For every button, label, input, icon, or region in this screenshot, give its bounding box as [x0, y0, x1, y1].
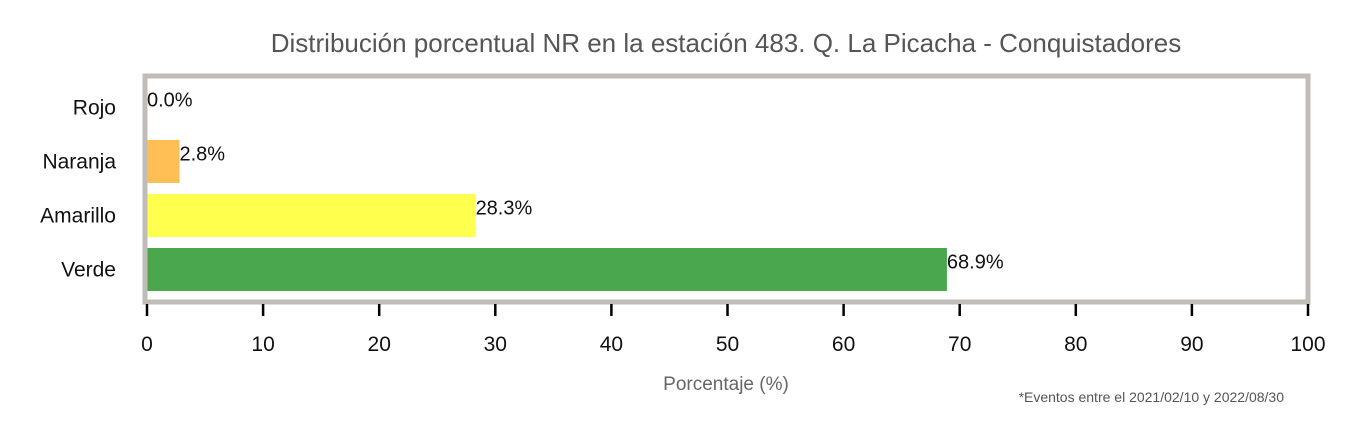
x-tick-label: 100 — [1290, 333, 1325, 356]
category-labels: Rojo Naranja Amarillo Verde — [40, 97, 116, 282]
x-tick-label: 90 — [1180, 333, 1203, 356]
x-tick-label: 60 — [832, 333, 855, 356]
category-label-naranja: Naranja — [42, 151, 116, 174]
bar-amarillo — [147, 194, 476, 237]
x-axis-ticks: 0 10 20 30 40 50 60 70 80 90 100 — [141, 304, 1326, 356]
x-tick-label: 80 — [1064, 333, 1087, 356]
x-tick-label: 70 — [948, 333, 971, 356]
x-tick-label: 10 — [251, 333, 274, 356]
x-tick-label: 20 — [368, 333, 391, 356]
category-label-amarillo: Amarillo — [40, 205, 116, 228]
chart-title: Distribución porcentual NR en la estació… — [271, 28, 1182, 58]
data-labels: 0.0% 2.8% 28.3% 68.9% — [147, 90, 1004, 274]
date-range-note: *Eventos entre el 2021/02/10 y 2022/08/3… — [1019, 389, 1285, 405]
x-axis-label: Porcentaje (%) — [663, 374, 789, 395]
x-tick-label: 40 — [600, 333, 623, 356]
x-tick-label: 50 — [716, 333, 739, 356]
category-label-verde: Verde — [61, 259, 116, 282]
data-label-rojo: 0.0% — [147, 90, 193, 112]
bar-verde — [147, 248, 947, 291]
bar-naranja — [147, 140, 180, 183]
bars-group — [147, 140, 947, 291]
x-tick-label: 30 — [484, 333, 507, 356]
category-label-rojo: Rojo — [73, 97, 116, 120]
data-label-verde: 68.9% — [947, 252, 1004, 274]
data-label-amarillo: 28.3% — [476, 198, 533, 220]
plot-frame — [142, 73, 1311, 305]
data-label-naranja: 2.8% — [180, 144, 226, 166]
x-tick-label: 0 — [141, 333, 153, 356]
